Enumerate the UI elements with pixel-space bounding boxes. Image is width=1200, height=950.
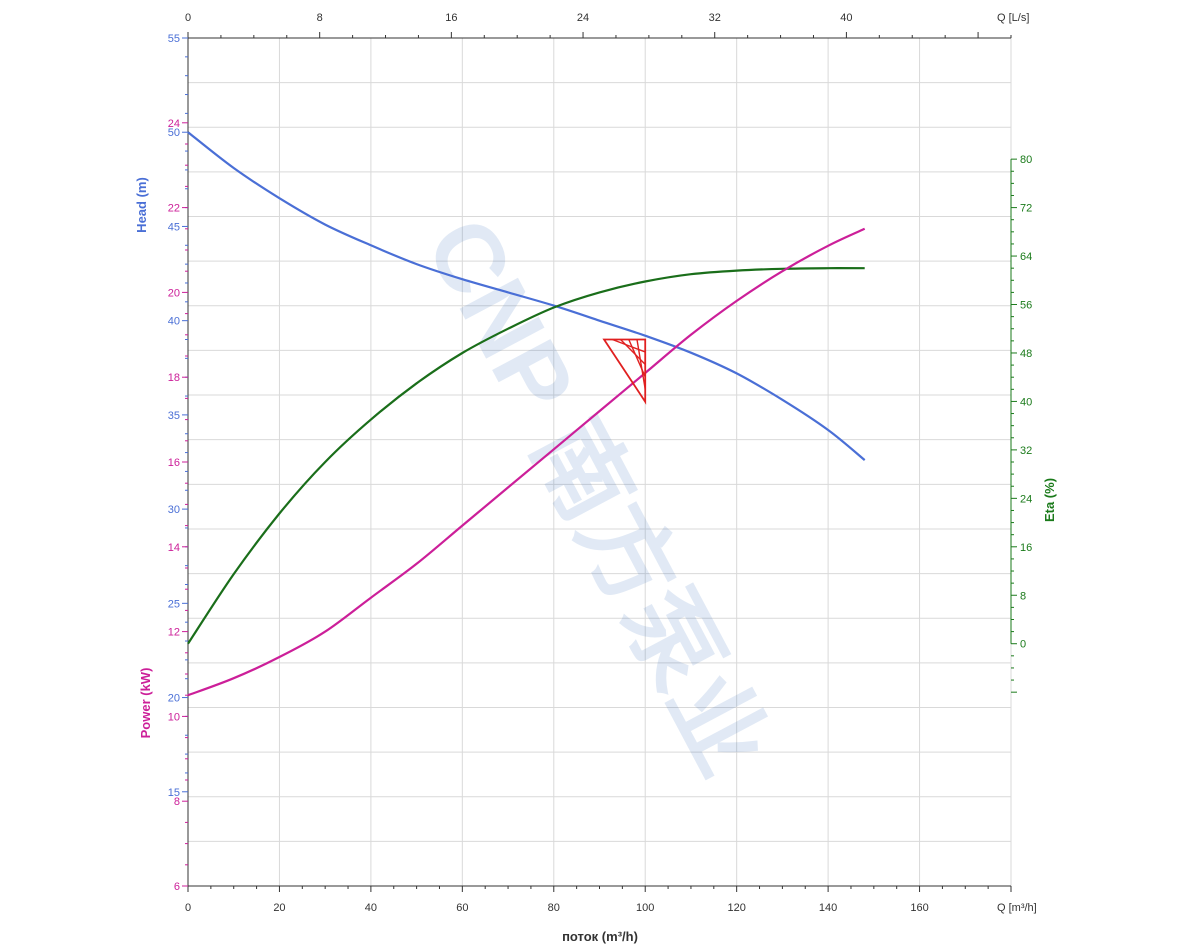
duty-point-hatch — [620, 339, 646, 365]
head-tick-label: 50 — [168, 127, 180, 139]
eta-tick-label: 56 — [1020, 300, 1032, 312]
series-layer — [187, 131, 866, 697]
x-top-tick-label: 8 — [317, 12, 323, 24]
power-tick-label: 10 — [168, 711, 180, 723]
x-bottom-tick-label: 0 — [185, 902, 191, 914]
head-tick-label: 40 — [168, 316, 180, 328]
power-tick-label: 24 — [168, 118, 180, 130]
head-axis-title: Head (m) — [134, 177, 149, 233]
x-bottom-tick-label: 20 — [273, 902, 285, 914]
power-tick-label: 14 — [168, 542, 180, 554]
power-curve — [187, 227, 866, 697]
head-tick-label: 30 — [168, 504, 180, 516]
x-bottom-unit-label: Q [m³/h] — [997, 902, 1037, 914]
power-tick-label: 6 — [174, 881, 180, 893]
duty-point-hatch — [636, 339, 646, 390]
head-tick-label: 35 — [168, 410, 180, 422]
x-top-unit-label: Q [L/s] — [997, 12, 1029, 24]
duty-point-hatch — [612, 338, 646, 353]
duty-point-layer — [602, 338, 647, 405]
eta-tick-label: 32 — [1020, 445, 1032, 457]
power-tick-label: 12 — [168, 627, 180, 639]
eta-tick-label: 72 — [1020, 203, 1032, 215]
x-top-tick-label: 40 — [840, 12, 852, 24]
x-top-tick-label: 0 — [185, 12, 191, 24]
x-top-tick-label: 16 — [445, 12, 457, 24]
label-layer: 0 20 40 60 80 100 120 140 160 Q [m³/h]поток (m³/h… — [134, 12, 1057, 944]
eta-tick-label: 0 — [1020, 639, 1026, 651]
x-bottom-tick-label: 140 — [819, 902, 837, 914]
x-bottom-tick-label: 40 — [365, 902, 377, 914]
x-top-tick-label: 24 — [577, 12, 589, 24]
head-curve — [187, 131, 866, 461]
power-tick-label: 22 — [168, 203, 180, 215]
power-tick-label: 20 — [168, 287, 180, 299]
eta-tick-label: 16 — [1020, 542, 1032, 554]
x-top-tick-label: 32 — [709, 12, 721, 24]
x-axis-title: поток (m³/h) — [562, 929, 638, 944]
eta-tick-label: 8 — [1020, 590, 1026, 602]
eta-curve — [187, 267, 865, 645]
x-bottom-tick-label: 120 — [727, 902, 745, 914]
head-tick-label: 55 — [168, 33, 180, 45]
head-tick-label: 20 — [168, 693, 180, 705]
axes-layer — [182, 32, 1017, 892]
eta-tick-label: 24 — [1020, 493, 1032, 505]
x-bottom-tick-label: 100 — [636, 902, 654, 914]
eta-tick-label: 80 — [1020, 154, 1032, 166]
duty-point-triangle — [602, 338, 647, 405]
eta-tick-label: 64 — [1020, 251, 1032, 263]
power-tick-label: 16 — [168, 457, 180, 469]
x-bottom-tick-label: 60 — [456, 902, 468, 914]
head-tick-label: 15 — [168, 787, 180, 799]
power-axis-title: Power (kW) — [138, 668, 153, 739]
eta-tick-label: 48 — [1020, 348, 1032, 360]
power-tick-label: 18 — [168, 372, 180, 384]
grid-layer — [187, 37, 1012, 887]
head-tick-label: 25 — [168, 598, 180, 610]
x-bottom-tick-label: 80 — [548, 902, 560, 914]
power-tick-label: 8 — [174, 796, 180, 808]
eta-axis-title: Eta (%) — [1042, 478, 1057, 522]
x-bottom-tick-label: 160 — [910, 902, 928, 914]
eta-tick-label: 40 — [1020, 396, 1032, 408]
head-tick-label: 45 — [168, 221, 180, 233]
